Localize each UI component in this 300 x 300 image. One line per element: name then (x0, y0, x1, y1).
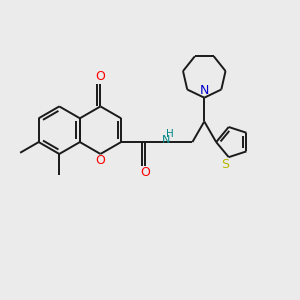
Text: O: O (95, 70, 105, 83)
Text: O: O (95, 154, 105, 167)
Text: O: O (140, 166, 150, 179)
Text: H: H (166, 129, 173, 139)
Text: S: S (221, 158, 229, 171)
Text: N: N (200, 84, 209, 97)
Text: N: N (161, 135, 170, 145)
